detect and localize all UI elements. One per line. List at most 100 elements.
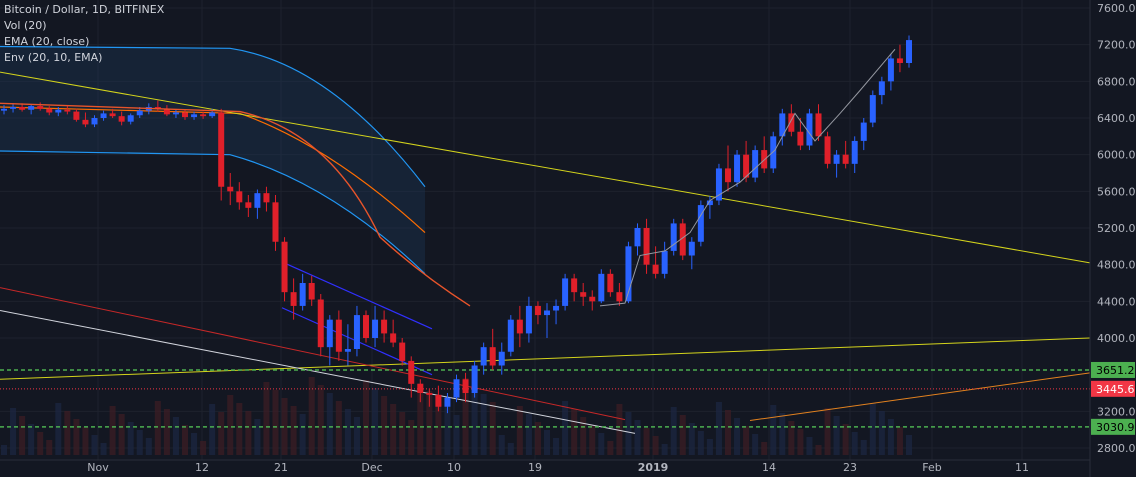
volume-bar xyxy=(263,382,270,455)
level-tag-bg xyxy=(1091,418,1135,435)
volume-bar xyxy=(272,390,279,455)
volume-bar xyxy=(779,413,786,455)
volume-bar xyxy=(906,435,912,455)
level-tag-label: 3651.2 xyxy=(1096,364,1135,377)
volume-bar xyxy=(254,419,261,455)
price-tick-label: 2800.0 xyxy=(1097,442,1136,455)
volume-bar xyxy=(607,441,614,455)
candle-body xyxy=(46,108,53,113)
trendlines xyxy=(0,71,1091,434)
volume-bar xyxy=(290,406,297,455)
candle-body xyxy=(688,241,695,256)
candle-body xyxy=(896,58,903,63)
volume-bar xyxy=(236,403,243,455)
time-tick-label: 14 xyxy=(762,461,776,474)
volume-bar xyxy=(806,437,813,455)
candle-body xyxy=(10,107,17,109)
volume-bar xyxy=(344,409,351,455)
candle-body xyxy=(462,379,469,393)
candle-body xyxy=(625,246,632,302)
volume-bar xyxy=(363,380,369,455)
candle-body xyxy=(553,305,560,311)
volume-bar xyxy=(598,433,605,455)
volume-bar xyxy=(706,439,713,455)
candle-body xyxy=(453,379,460,398)
price-tags: 3651.2 3030.9 3445.6 xyxy=(1091,361,1135,435)
candle-body xyxy=(544,310,550,316)
envelope-basis xyxy=(0,106,426,234)
volume-bar xyxy=(534,422,541,455)
volume-bar xyxy=(643,428,650,455)
volume-bars xyxy=(1,377,912,455)
ema-path xyxy=(0,102,471,307)
price-tick-label: 3200.0 xyxy=(1097,405,1136,418)
price-tick-label: 4400.0 xyxy=(1097,295,1136,308)
time-axis: Nov 12 21 Dec 10 19 2019 14 23 Feb 11 xyxy=(0,459,1090,474)
candle-body xyxy=(209,112,216,117)
candle-body xyxy=(661,250,668,274)
level-tag-label: 3030.9 xyxy=(1096,421,1135,434)
candle-body xyxy=(869,95,876,123)
close-line xyxy=(599,48,896,307)
trendline-red xyxy=(0,287,626,421)
volume-bar xyxy=(688,423,695,455)
volume-bar xyxy=(308,377,315,455)
candle-body xyxy=(652,264,659,274)
volume-bar xyxy=(507,443,514,455)
volume-bar xyxy=(145,438,152,455)
candle-body xyxy=(353,315,360,349)
volume-bar xyxy=(163,409,170,455)
legend-volume[interactable]: Vol (20) xyxy=(4,19,47,32)
envelope-upper xyxy=(0,45,426,188)
volume-bar xyxy=(480,394,487,455)
volume-bar xyxy=(498,435,505,455)
time-tick-label: 21 xyxy=(274,461,288,474)
candle-body xyxy=(136,110,143,116)
candle-body xyxy=(64,109,71,112)
candle-body xyxy=(326,319,333,348)
legend-symbol[interactable]: Bitcoin / Dollar, 1D, BITFINEX xyxy=(4,3,165,16)
legend-envelope[interactable]: Env (20, 10, EMA) xyxy=(4,51,103,64)
volume-bar xyxy=(91,435,98,455)
volume-bar xyxy=(444,407,451,455)
price-tick-label: 6000.0 xyxy=(1097,149,1136,162)
volume-bar xyxy=(118,414,125,455)
volume-bar xyxy=(752,434,759,455)
volume-bar xyxy=(154,401,161,455)
candle-body xyxy=(842,154,849,164)
candle-body xyxy=(534,305,541,316)
candle-body xyxy=(878,81,885,96)
candle-body xyxy=(824,136,831,164)
candle-body xyxy=(715,168,722,201)
price-tick-label: 7200.0 xyxy=(1097,39,1136,52)
candle-body xyxy=(417,383,424,393)
candle-body xyxy=(426,393,433,395)
trendline-yellow-up xyxy=(0,337,1091,380)
candle-body xyxy=(860,122,867,141)
time-tick-label: Nov xyxy=(87,461,109,474)
legend-ema[interactable]: EMA (20, close) xyxy=(4,35,90,48)
volume-bar xyxy=(172,417,179,455)
volume-bar xyxy=(869,403,876,455)
volume-bar xyxy=(697,431,704,455)
time-tick-label: 19 xyxy=(528,461,542,474)
volume-bar xyxy=(634,420,641,455)
time-tick-label: 12 xyxy=(195,461,209,474)
candle-body xyxy=(408,360,415,384)
volume-bar xyxy=(37,432,44,455)
candle-body xyxy=(191,114,198,118)
volume-bar xyxy=(82,427,89,455)
candle-body xyxy=(833,154,840,164)
candle-body xyxy=(580,292,587,297)
volume-bar xyxy=(589,425,596,455)
candle-body xyxy=(562,278,569,306)
candle-body xyxy=(498,351,505,366)
volume-bar xyxy=(616,404,623,455)
price-tick-label: 6800.0 xyxy=(1097,75,1136,88)
candle-body xyxy=(806,113,813,146)
candle-body xyxy=(100,113,107,118)
candle-body xyxy=(770,136,777,169)
volume-bar xyxy=(878,411,885,455)
